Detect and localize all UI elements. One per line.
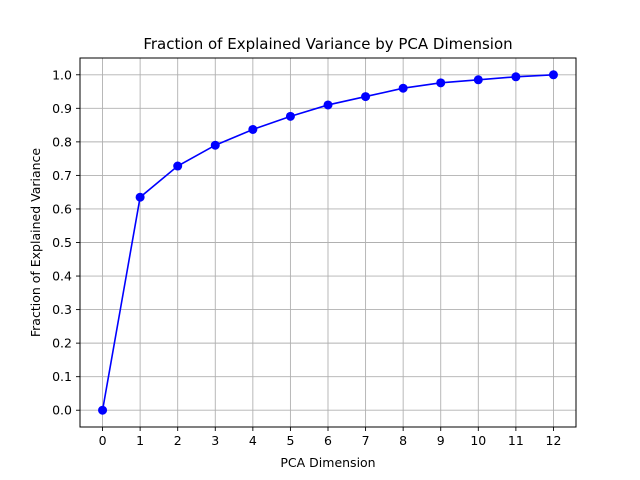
data-point	[398, 83, 408, 93]
data-point	[285, 111, 295, 121]
x-axis-label: PCA Dimension	[280, 455, 375, 470]
x-tick-label: 9	[437, 433, 445, 448]
y-tick-label: 0.8	[52, 134, 72, 149]
x-tick-label: 5	[286, 433, 294, 448]
y-axis-label: Fraction of Explained Variance	[28, 148, 43, 338]
y-tick-label: 0.3	[52, 302, 72, 317]
x-tick-label: 8	[399, 433, 407, 448]
data-point	[210, 140, 220, 150]
x-tick-label: 7	[362, 433, 370, 448]
x-tick-label: 10	[470, 433, 486, 448]
y-tick-label: 0.5	[52, 235, 72, 250]
y-tick-label: 0.6	[52, 201, 72, 216]
data-point	[135, 192, 145, 202]
y-tick-label: 0.7	[52, 168, 72, 183]
x-tick-label: 4	[249, 433, 257, 448]
data-point	[436, 78, 446, 88]
y-tick-label: 0.9	[52, 101, 72, 116]
data-point	[173, 161, 183, 171]
x-tick-label: 2	[174, 433, 182, 448]
plot-frame	[79, 57, 577, 428]
data-point	[98, 405, 108, 415]
y-tick-label: 0.2	[52, 336, 72, 351]
data-point	[248, 124, 258, 134]
x-tick-label: 1	[136, 433, 144, 448]
y-tick-label: 0.1	[52, 369, 72, 384]
x-tick-label: 12	[546, 433, 562, 448]
data-point	[511, 72, 521, 82]
data-point	[473, 75, 483, 85]
y-tick-label: 0.4	[52, 269, 72, 284]
data-point	[548, 70, 558, 80]
data-point	[323, 100, 333, 110]
axis-ticks: 0 1 2 3 4 5 6 7 8 9 10 11 120.00.10.20.30.40.50.60.7…	[52, 67, 561, 448]
series-layer	[98, 70, 558, 415]
y-tick-label: 1.0	[52, 67, 72, 82]
x-tick-label: 3	[211, 433, 219, 448]
x-tick-label: 0	[99, 433, 107, 448]
chart-title: Fraction of Explained Variance by PCA Di…	[143, 35, 512, 53]
x-tick-label: 6	[324, 433, 332, 448]
data-point	[361, 92, 371, 102]
x-tick-label: 11	[508, 433, 524, 448]
y-tick-label: 0.0	[52, 403, 72, 418]
